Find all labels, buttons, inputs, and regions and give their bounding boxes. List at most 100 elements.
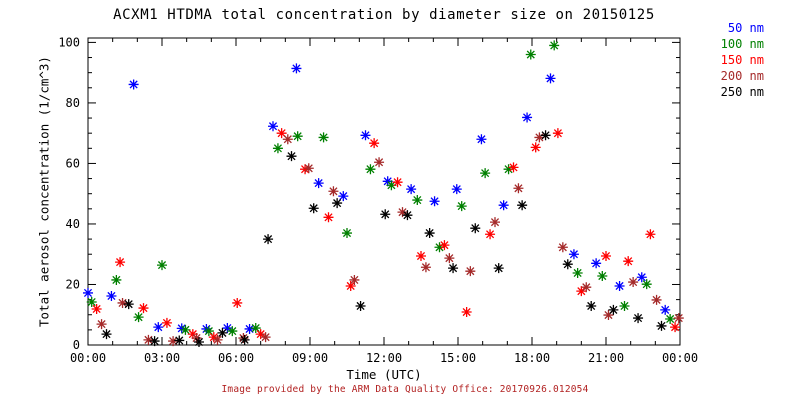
data-point	[292, 131, 303, 142]
data-point	[138, 303, 149, 314]
data-point	[382, 176, 393, 187]
data-point	[525, 49, 536, 60]
data-point	[641, 279, 652, 290]
data-point	[332, 198, 343, 209]
data-point	[272, 143, 283, 154]
data-point	[232, 297, 243, 308]
data-point	[263, 234, 274, 245]
data-point	[123, 299, 134, 310]
data-point	[633, 313, 644, 324]
data-point	[380, 209, 391, 220]
data-point	[508, 162, 519, 173]
x-tick-label: 18:00	[514, 351, 550, 365]
data-point	[530, 142, 541, 153]
data-point	[369, 138, 380, 149]
data-point	[498, 200, 509, 211]
data-point	[623, 256, 634, 267]
legend-item: 200 nm	[720, 69, 764, 83]
x-tick-label: 15:00	[440, 351, 476, 365]
data-point	[636, 272, 647, 283]
legend-item: 250 nm	[720, 85, 764, 99]
data-point	[194, 336, 204, 347]
data-point	[534, 132, 545, 143]
x-tick-label: 12:00	[366, 351, 402, 365]
data-point	[303, 163, 314, 174]
data-point	[153, 322, 164, 333]
legend: 50 nm 100 nm 150 nm 200 nm 250 nm	[698, 20, 764, 100]
x-axis-label: Time (UTC)	[346, 367, 422, 382]
data-point	[111, 274, 122, 285]
legend-item: 50 nm	[727, 21, 764, 35]
legend-item: 100 nm	[720, 37, 764, 51]
x-tick-label: 06:00	[218, 351, 254, 365]
y-tick-label: 80	[66, 96, 80, 110]
data-point	[180, 324, 191, 335]
data-point	[255, 329, 266, 340]
data-point	[665, 313, 676, 324]
data-point	[174, 335, 185, 346]
data-point	[217, 327, 228, 338]
data-point	[470, 223, 481, 234]
data-point	[291, 63, 302, 74]
data-point	[365, 164, 376, 175]
data-point	[660, 304, 671, 315]
data-point	[318, 132, 329, 143]
data-point	[128, 79, 139, 90]
data-point	[83, 287, 93, 298]
data-point	[603, 310, 614, 321]
data-point	[451, 184, 462, 195]
data-point	[222, 323, 233, 334]
data-point	[628, 277, 639, 288]
data-point	[157, 260, 167, 271]
data-point	[420, 262, 431, 273]
data-point	[402, 210, 413, 221]
data-point	[203, 326, 214, 337]
data-point	[91, 303, 102, 314]
data-point	[448, 263, 459, 274]
data-point	[360, 130, 371, 141]
data-point	[651, 294, 662, 305]
data-point	[480, 168, 491, 179]
data-point	[517, 200, 528, 211]
legend-item: 150 nm	[720, 53, 764, 67]
data-point	[208, 332, 219, 343]
data-point	[456, 201, 467, 212]
x-tick-label: 00:00	[70, 351, 106, 365]
data-point	[133, 312, 144, 323]
chart-title: ACXM1 HTDMA total concentration by diame…	[113, 7, 655, 23]
data-point	[513, 183, 524, 194]
data-point	[591, 258, 602, 269]
data-point	[168, 336, 179, 347]
data-point	[614, 280, 625, 291]
data-point	[597, 271, 608, 282]
data-point	[300, 164, 311, 175]
data-point	[212, 334, 223, 345]
data-point	[412, 195, 423, 206]
x-tick-label: 00:00	[662, 351, 698, 365]
data-point	[86, 297, 97, 308]
data-point	[227, 326, 238, 337]
data-point	[323, 212, 334, 223]
data-point	[461, 307, 472, 318]
data-point	[522, 112, 533, 123]
data-point	[568, 249, 579, 260]
data-point	[313, 178, 324, 189]
data-point	[673, 313, 684, 324]
data-point	[244, 323, 255, 334]
data-point	[656, 320, 667, 331]
data-point	[96, 319, 107, 330]
data-point	[576, 286, 587, 297]
data-point	[406, 184, 417, 195]
y-tick-label: 0	[73, 338, 80, 352]
data-point	[282, 134, 293, 145]
y-tick-label: 20	[66, 277, 80, 291]
data-point	[416, 251, 426, 262]
y-axis-label: Total aerosol concentration (1/cm^3)	[36, 56, 52, 327]
x-tick-label: 21:00	[588, 351, 624, 365]
data-point	[552, 128, 563, 139]
data-point	[444, 253, 455, 264]
data-point	[424, 228, 435, 239]
data-point	[581, 282, 592, 293]
data-point	[342, 228, 352, 239]
